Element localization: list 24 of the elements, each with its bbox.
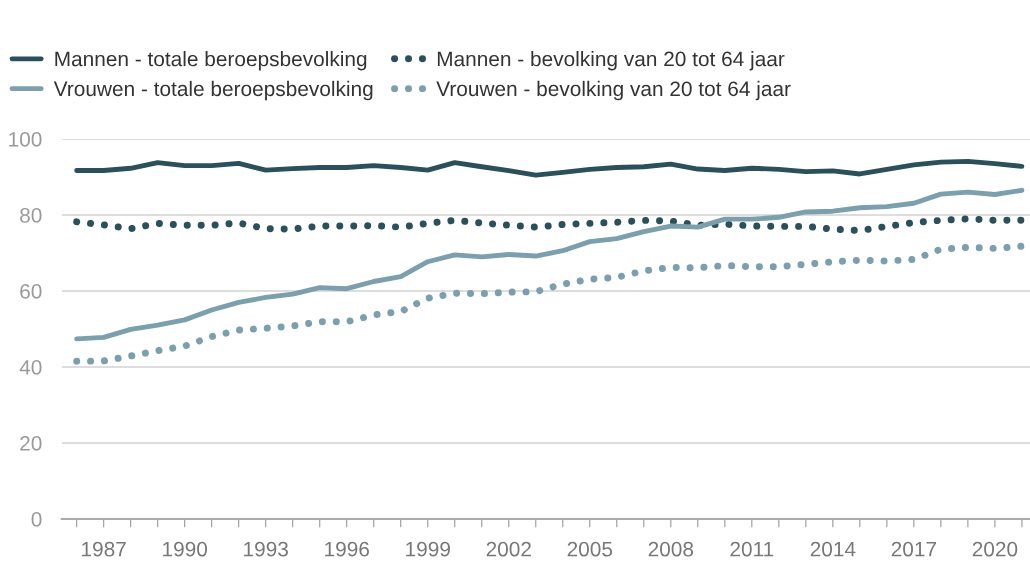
legend-label: Mannen - totale beroepsbevolking: [55, 51, 367, 71]
x-tick-label: 2020: [972, 541, 1018, 557]
legend-label: Mannen - bevolking van 20 tot 64 jaar: [437, 51, 785, 71]
x-tick-label: 1990: [163, 541, 208, 557]
line-series: [74, 158, 1025, 178]
x-tick-label: 1987: [82, 541, 126, 557]
x-tick-label: 2017: [891, 541, 936, 557]
x-tick-label: 1999: [406, 541, 450, 557]
line-series: [74, 187, 1025, 342]
legend-label: Vrouwen - totale beroepsbevolking: [53, 80, 373, 101]
x-tick-label: 2014: [810, 541, 856, 557]
x-tick-label: 2011: [730, 541, 774, 557]
y-tick-label: 20: [20, 436, 42, 451]
x-tick-label: 1996: [325, 541, 369, 557]
x-tick-label: 1993: [244, 541, 288, 557]
x-tick-label: 2005: [567, 541, 613, 557]
x-tick-label: 2002: [486, 541, 531, 557]
y-tick-label: 0: [31, 512, 42, 527]
y-tick-label: 100: [9, 132, 42, 147]
legend-label: Vrouwen - bevolking van 20 tot 64 jaar: [436, 80, 791, 101]
y-tick-label: 60: [20, 284, 42, 299]
y-tick-label: 80: [20, 208, 42, 223]
x-tick-label: 2008: [648, 541, 694, 557]
y-tick-label: 40: [19, 360, 42, 375]
